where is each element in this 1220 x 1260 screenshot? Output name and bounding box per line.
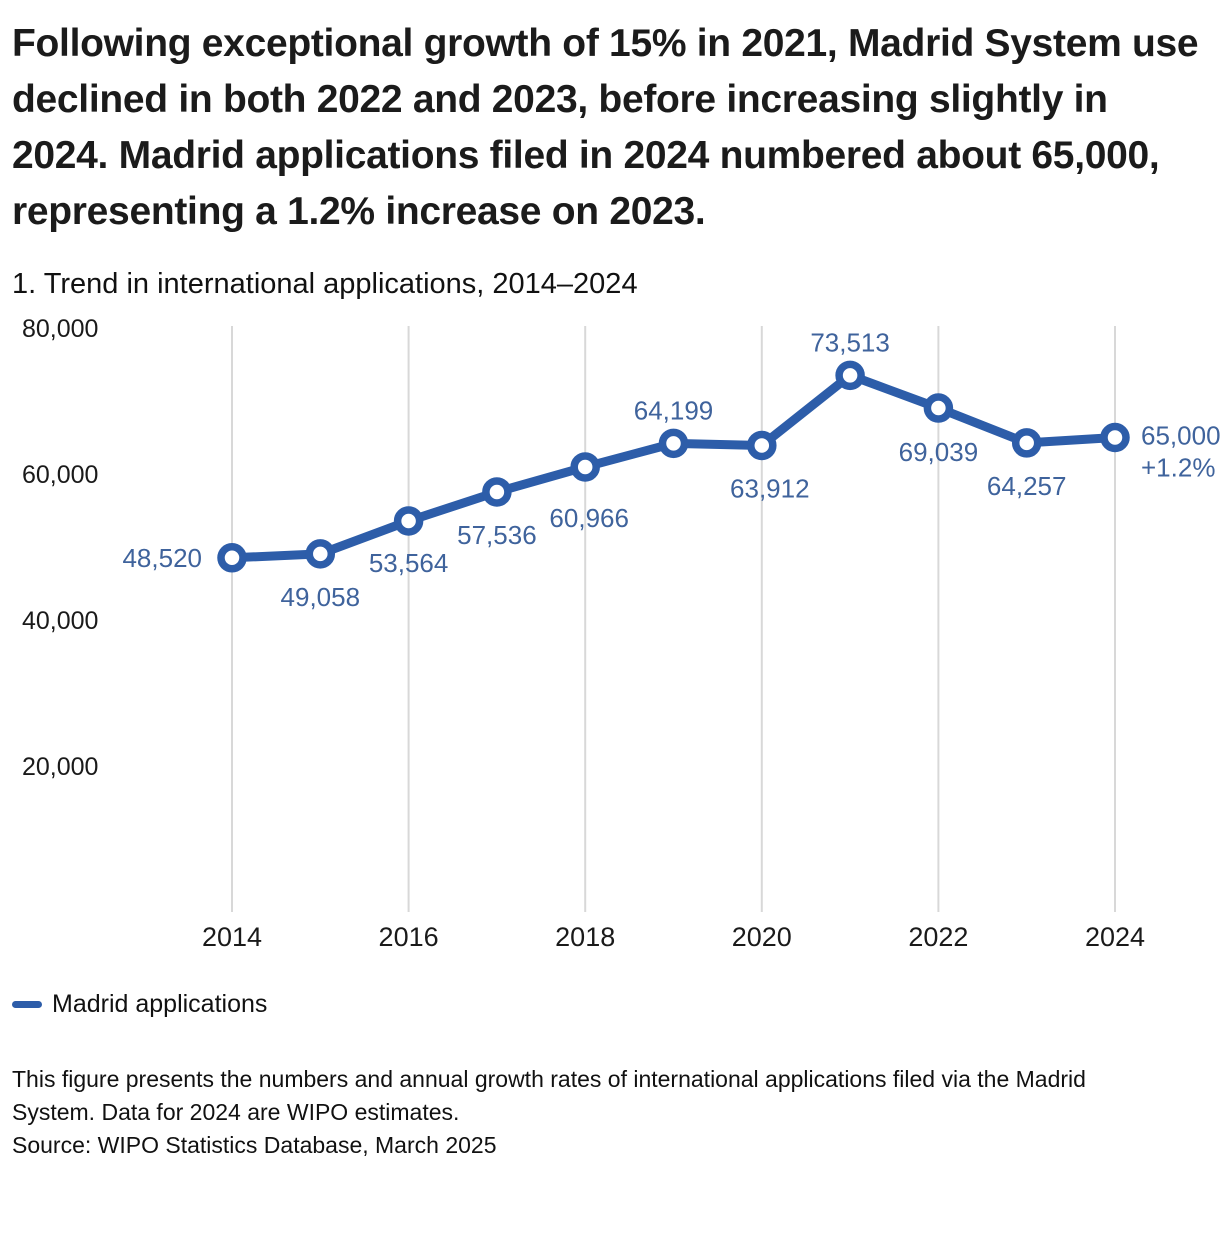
page: Following exceptional growth of 15% in 2…	[12, 22, 1220, 1158]
data-point-label: 53,564	[369, 548, 449, 578]
data-point-label: 65,000	[1141, 421, 1220, 451]
x-axis-tick-label: 2022	[908, 922, 968, 952]
data-point-label: 64,199	[634, 395, 714, 425]
y-axis-tick-label: 60,000	[22, 461, 98, 489]
trend-line-chart: 20,000 40,000 60,000 80,000 2014 2016 2018 2020…	[22, 315, 1220, 952]
data-point-extra-label: +1.2%	[1141, 453, 1215, 483]
data-point-marker	[658, 428, 689, 459]
x-axis-tick-label: 2016	[379, 922, 439, 952]
figure-title: 1. Trend in international applications, …	[12, 268, 638, 300]
y-axis-tick-label: 20,000	[22, 753, 98, 781]
data-point-label: 60,966	[549, 503, 629, 533]
x-axis-tick-label: 2018	[555, 922, 615, 952]
data-point-marker	[1100, 422, 1130, 453]
x-axis-tick-label: 2024	[1085, 922, 1145, 952]
data-point-label: 57,536	[457, 520, 537, 550]
data-point-label: 64,257	[987, 471, 1067, 501]
data-point-label: 48,520	[122, 543, 202, 573]
data-point-marker	[482, 477, 512, 507]
data-point-marker	[393, 506, 424, 536]
data-point-marker	[305, 539, 336, 569]
data-point-marker	[570, 452, 600, 482]
x-axis-tick-label: 2020	[732, 922, 792, 952]
source-line: Source: WIPO Statistics Database, March …	[12, 1132, 497, 1158]
headline: Following exceptional growth of 15% in 2…	[12, 22, 1199, 233]
data-point-marker	[835, 360, 865, 391]
data-point-marker	[923, 393, 954, 423]
data-point-label: 49,058	[281, 582, 361, 612]
data-point-label: 69,039	[899, 437, 979, 467]
legend-line-swatch-icon	[12, 1001, 42, 1008]
y-axis-tick-label: 80,000	[22, 315, 98, 343]
legend: Madrid applications	[12, 990, 1206, 1019]
data-point-label: 63,912	[730, 473, 810, 503]
chart-area: 20,000 40,000 60,000 80,000 2014 2016 2018 2020…	[12, 311, 1220, 966]
data-point-label: 73,513	[810, 327, 890, 357]
legend-label: Madrid applications	[52, 990, 268, 1018]
data-point-marker	[217, 543, 247, 573]
data-point-marker	[1011, 428, 1042, 458]
y-axis-tick-label: 40,000	[22, 607, 98, 635]
data-point-marker	[747, 430, 777, 461]
footnote: This figure presents the numbers and ann…	[12, 1066, 1086, 1125]
x-axis-tick-label: 2014	[202, 922, 262, 952]
